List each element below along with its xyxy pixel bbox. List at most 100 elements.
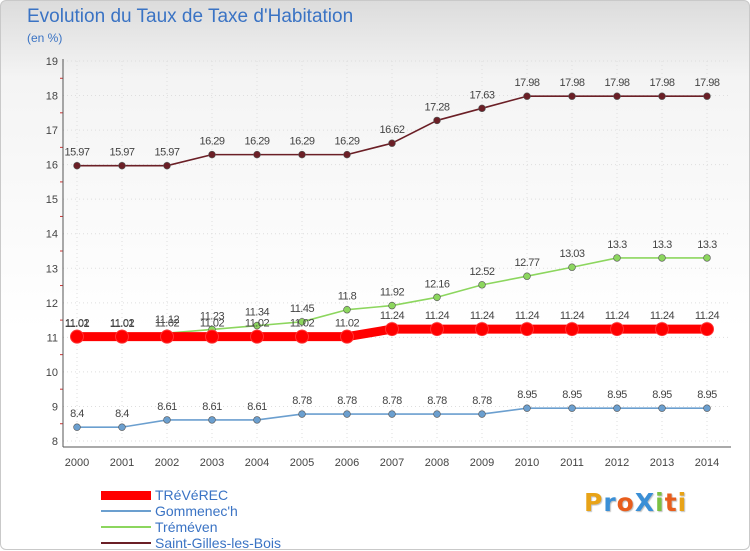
x-tick-label: 2013 [650, 457, 674, 469]
data-point-saint-gilles-les-bois [118, 161, 126, 170]
x-tick-label: 2007 [380, 457, 404, 469]
axis-layer: 8 9 10 11 12 13 14 15 16 17 18 19 2000 2001 2002 2003 20… [46, 56, 731, 469]
data-label-gommenec-h: 8.61 [202, 401, 222, 413]
data-point-saint-gilles-les-bois [703, 92, 711, 100]
data-label-tr-v-rec: 11.02 [245, 318, 270, 330]
data-label-tr-m-ven: 11.8 [338, 291, 357, 303]
x-tick-label: 2006 [335, 457, 359, 469]
data-label-tr-m-ven: 13.3 [697, 239, 717, 251]
data-label-tr-m-ven: 12.16 [424, 278, 449, 290]
x-tick-label: 2014 [695, 457, 719, 469]
data-label-gommenec-h: 8.95 [562, 389, 582, 401]
data-point-tr-v-rec [430, 322, 444, 337]
y-tick-label: 14 [46, 229, 58, 241]
logo-letter: X [634, 488, 656, 517]
x-tick-label: 2000 [65, 457, 89, 469]
data-point-tr-v-rec [115, 329, 129, 344]
data-label-layer: 15.97 15.97 15.97 16.29 16.29 16.29 16.29 16.62… [64, 77, 720, 420]
data-label-tr-v-rec: 11.24 [650, 310, 675, 322]
data-label-gommenec-h: 8.95 [652, 389, 672, 401]
data-label-saint-gilles-les-bois: 17.28 [424, 101, 449, 113]
data-label-saint-gilles-les-bois: 15.97 [109, 147, 134, 159]
data-point-saint-gilles-les-bois [568, 92, 576, 100]
data-point-gommenec-h [118, 423, 126, 431]
data-point-gommenec-h [568, 404, 576, 412]
data-label-tr-m-ven: 13.03 [559, 248, 584, 260]
data-point-saint-gilles-les-bois [523, 92, 531, 100]
data-label-tr-v-rec: 11.24 [470, 310, 495, 322]
data-point-tr-v-rec [295, 329, 309, 344]
data-label-gommenec-h: 8.78 [337, 395, 357, 407]
data-label-tr-v-rec: 11.02 [200, 318, 225, 330]
data-label-gommenec-h: 8.78 [472, 395, 492, 407]
data-point-tr-v-rec [520, 322, 534, 337]
data-label-saint-gilles-les-bois: 17.98 [559, 77, 584, 89]
data-label-tr-v-rec: 11.02 [290, 318, 315, 330]
data-label-saint-gilles-les-bois: 16.29 [334, 136, 359, 148]
data-label-tr-m-ven: 13.3 [607, 239, 627, 251]
data-label-tr-v-rec: 11.24 [560, 310, 585, 322]
x-tick-label: 2010 [515, 457, 539, 469]
data-label-gommenec-h: 8.61 [247, 401, 267, 413]
data-label-tr-v-rec: 11.24 [425, 310, 450, 322]
data-point-gommenec-h [253, 416, 261, 424]
x-tick-label: 2008 [425, 457, 449, 469]
x-tick-label: 2001 [110, 457, 134, 469]
x-tick-label: 2004 [245, 457, 269, 469]
data-point-tr-v-rec [385, 322, 399, 337]
logo-letter: t [664, 488, 678, 517]
data-label-saint-gilles-les-bois: 15.97 [64, 147, 89, 159]
data-point-tr-v-rec [475, 322, 489, 337]
legend-swatch [101, 542, 151, 544]
legend-label: Saint-Gilles-les-Bois [155, 535, 282, 551]
data-label-saint-gilles-les-bois: 17.98 [514, 77, 539, 89]
x-tick-label: 2011 [560, 457, 584, 469]
proxiti-logo: ProXiti [584, 488, 687, 517]
data-label-tr-m-ven: 11.34 [245, 307, 270, 319]
data-point-tr-v-rec [160, 329, 174, 344]
logo-letter: P [584, 488, 604, 517]
data-label-tr-v-rec: 11.24 [605, 310, 630, 322]
data-label-tr-m-ven: 11.45 [290, 303, 315, 315]
data-label-tr-m-ven: 13.3 [652, 239, 672, 251]
data-point-saint-gilles-les-bois [658, 92, 666, 100]
y-tick-label: 18 [46, 91, 58, 103]
data-label-tr-m-ven: 11.01 [110, 318, 135, 330]
legend-swatch [101, 526, 151, 528]
logo-letter: r [603, 488, 617, 517]
data-point-tr-m-ven [568, 263, 576, 271]
data-label-saint-gilles-les-bois: 16.29 [289, 136, 314, 148]
data-point-tr-v-rec [700, 322, 714, 337]
y-tick-label: 12 [46, 298, 58, 310]
y-tick-label: 10 [46, 367, 58, 379]
data-point-tr-v-rec [655, 322, 669, 337]
data-label-gommenec-h: 8.95 [517, 389, 537, 401]
data-point-tr-m-ven [658, 254, 666, 262]
data-point-tr-m-ven [523, 272, 531, 280]
data-label-gommenec-h: 8.4 [115, 408, 129, 420]
chart-unit-label: (en %) [27, 31, 63, 45]
data-point-tr-v-rec [250, 329, 264, 344]
data-label-saint-gilles-les-bois: 16.62 [379, 124, 404, 136]
data-point-gommenec-h [388, 410, 396, 418]
data-point-gommenec-h [343, 410, 351, 418]
data-label-tr-v-rec: 11.02 [155, 318, 180, 330]
data-point-gommenec-h [298, 410, 306, 418]
data-point-gommenec-h [658, 404, 666, 412]
data-label-tr-m-ven: 12.77 [514, 257, 539, 269]
data-label-tr-m-ven: 11.01 [65, 318, 90, 330]
logo-letter: i [677, 488, 688, 517]
data-point-saint-gilles-les-bois [73, 161, 81, 170]
data-point-saint-gilles-les-bois [433, 116, 441, 125]
y-tick-label: 19 [46, 56, 58, 68]
y-tick-label: 17 [46, 125, 58, 137]
data-point-saint-gilles-les-bois [613, 92, 621, 100]
data-label-gommenec-h: 8.78 [427, 395, 447, 407]
data-point-saint-gilles-les-bois [388, 139, 396, 147]
series-layer [70, 92, 714, 431]
data-point-tr-m-ven [298, 318, 306, 326]
data-point-tr-m-ven [703, 254, 711, 262]
data-label-gommenec-h: 8.78 [382, 395, 402, 407]
y-tick-label: 8 [52, 436, 58, 448]
